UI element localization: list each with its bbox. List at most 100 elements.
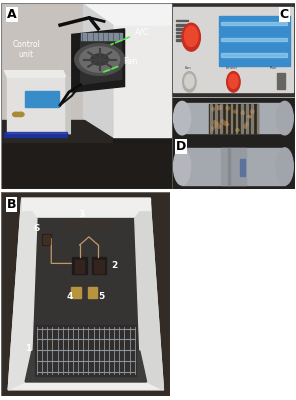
Bar bbox=[240, 160, 245, 176]
Circle shape bbox=[229, 74, 238, 88]
Bar bbox=[113, 25, 293, 137]
Circle shape bbox=[17, 112, 24, 117]
Bar bbox=[172, 140, 295, 189]
Circle shape bbox=[227, 72, 240, 92]
Circle shape bbox=[185, 74, 194, 88]
Circle shape bbox=[182, 23, 200, 51]
Bar bbox=[94, 260, 104, 272]
Bar bbox=[252, 104, 253, 133]
Ellipse shape bbox=[221, 120, 224, 122]
Bar bbox=[4, 132, 67, 137]
Bar bbox=[226, 104, 227, 133]
Bar bbox=[221, 53, 287, 57]
Polygon shape bbox=[8, 198, 37, 390]
Text: Control
unit: Control unit bbox=[12, 40, 40, 59]
Polygon shape bbox=[135, 198, 163, 390]
Bar bbox=[236, 104, 237, 133]
Ellipse shape bbox=[173, 101, 191, 135]
Circle shape bbox=[13, 112, 20, 117]
Polygon shape bbox=[7, 77, 66, 133]
Ellipse shape bbox=[244, 124, 247, 128]
Polygon shape bbox=[25, 351, 147, 382]
Bar bbox=[231, 104, 232, 133]
Bar bbox=[35, 325, 136, 376]
Text: 1: 1 bbox=[25, 344, 31, 353]
Polygon shape bbox=[4, 71, 66, 77]
Bar bbox=[72, 257, 87, 274]
Bar bbox=[43, 235, 50, 244]
Ellipse shape bbox=[218, 106, 221, 110]
Polygon shape bbox=[66, 77, 70, 134]
Bar bbox=[176, 32, 188, 34]
Text: C: C bbox=[280, 8, 289, 21]
Ellipse shape bbox=[213, 120, 216, 124]
Text: Lineer: Lineer bbox=[226, 66, 238, 70]
Text: B: B bbox=[7, 198, 16, 211]
Bar bbox=[92, 257, 106, 274]
Text: Fan: Fan bbox=[184, 66, 191, 70]
Ellipse shape bbox=[214, 125, 216, 128]
Bar bbox=[176, 28, 188, 30]
Bar bbox=[75, 260, 84, 272]
Bar bbox=[277, 74, 285, 89]
Ellipse shape bbox=[233, 110, 237, 113]
Polygon shape bbox=[22, 198, 150, 210]
Ellipse shape bbox=[212, 108, 214, 111]
Bar bbox=[221, 38, 287, 41]
Ellipse shape bbox=[236, 129, 239, 131]
Bar bbox=[241, 104, 243, 133]
Bar bbox=[182, 148, 285, 185]
Bar bbox=[182, 103, 285, 133]
Bar bbox=[246, 104, 248, 133]
Bar bbox=[81, 32, 122, 40]
Bar bbox=[221, 22, 287, 25]
Polygon shape bbox=[83, 5, 293, 25]
Polygon shape bbox=[81, 34, 122, 85]
Text: Run: Run bbox=[270, 66, 278, 70]
Ellipse shape bbox=[241, 111, 244, 114]
Text: 5: 5 bbox=[98, 292, 104, 301]
Bar bbox=[176, 39, 188, 41]
Text: 4: 4 bbox=[66, 292, 73, 301]
Text: Fan: Fan bbox=[102, 57, 138, 72]
Bar bbox=[176, 24, 188, 26]
Bar bbox=[215, 104, 217, 133]
Bar bbox=[42, 234, 51, 245]
Bar bbox=[1, 128, 295, 189]
Bar bbox=[221, 104, 222, 133]
Ellipse shape bbox=[248, 116, 251, 118]
Bar bbox=[228, 148, 230, 185]
Bar bbox=[172, 3, 295, 96]
Polygon shape bbox=[8, 198, 163, 390]
Bar bbox=[25, 91, 59, 107]
Bar bbox=[221, 148, 246, 185]
Ellipse shape bbox=[226, 106, 230, 110]
Text: Box: Box bbox=[209, 63, 228, 73]
Text: A: A bbox=[7, 8, 17, 21]
Ellipse shape bbox=[216, 122, 219, 126]
Bar bbox=[257, 104, 258, 133]
Bar bbox=[173, 6, 293, 92]
Text: A/C: A/C bbox=[111, 28, 149, 44]
Circle shape bbox=[75, 44, 125, 75]
Ellipse shape bbox=[223, 122, 227, 125]
Text: 2: 2 bbox=[111, 262, 118, 270]
Bar bbox=[176, 35, 188, 37]
Polygon shape bbox=[72, 29, 125, 92]
Ellipse shape bbox=[251, 110, 254, 114]
Bar bbox=[209, 104, 258, 133]
Circle shape bbox=[183, 72, 196, 92]
Bar bbox=[72, 287, 81, 298]
Ellipse shape bbox=[173, 148, 191, 185]
Ellipse shape bbox=[276, 101, 293, 135]
Circle shape bbox=[184, 26, 198, 46]
Bar bbox=[88, 287, 97, 298]
Ellipse shape bbox=[276, 148, 293, 185]
Circle shape bbox=[91, 54, 108, 65]
Bar bbox=[176, 20, 188, 21]
Circle shape bbox=[80, 47, 120, 72]
Polygon shape bbox=[25, 218, 147, 382]
Bar bbox=[113, 135, 293, 142]
Text: 3: 3 bbox=[78, 210, 84, 219]
Bar bbox=[210, 104, 212, 133]
